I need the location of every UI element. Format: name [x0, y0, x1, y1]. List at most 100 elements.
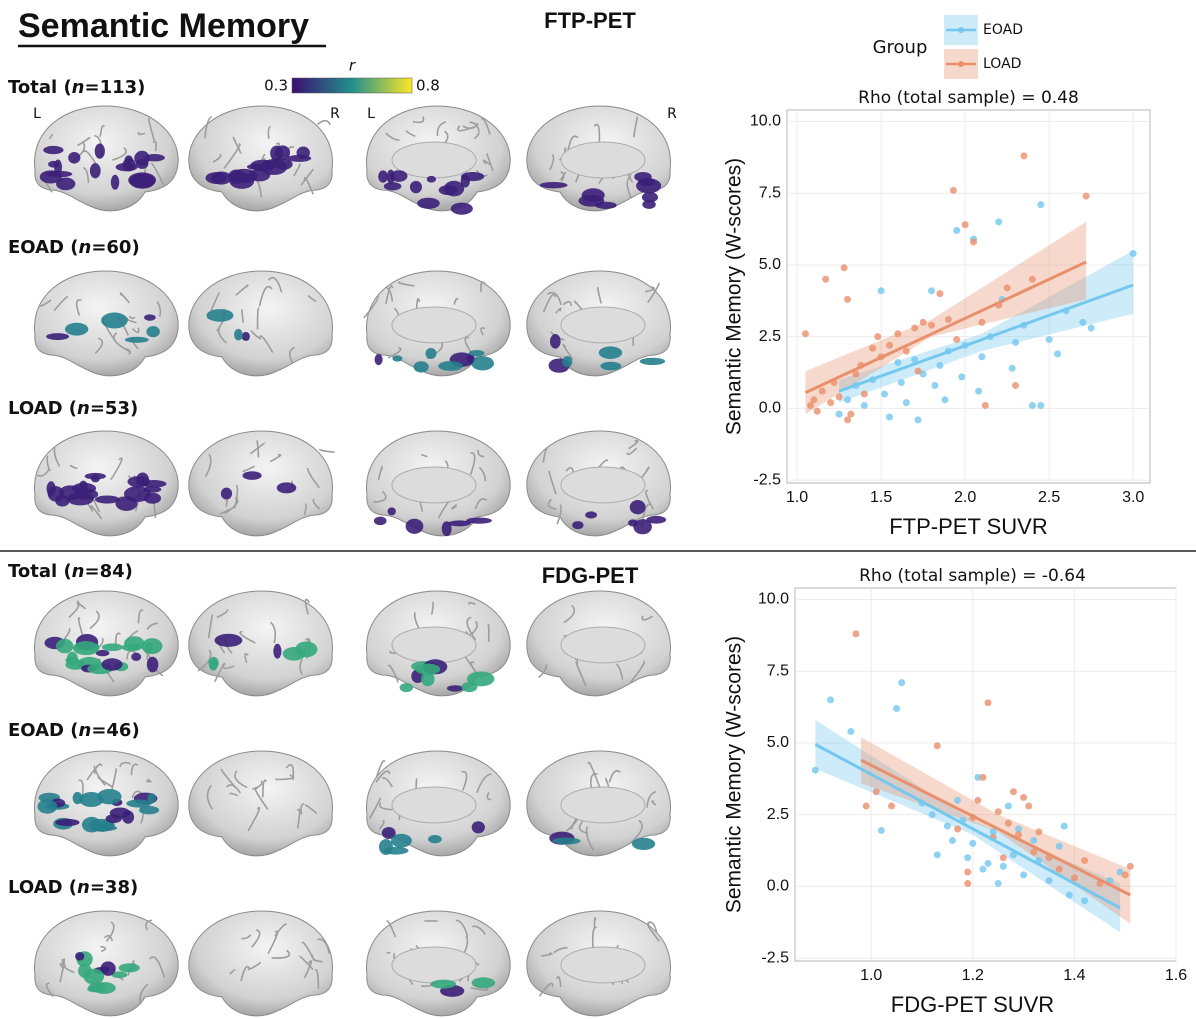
tracer-label: FDG-PET: [542, 563, 639, 588]
activation: [46, 171, 72, 177]
activation: [95, 144, 105, 159]
activation: [37, 799, 57, 813]
data-point: [978, 319, 985, 326]
activation: [383, 847, 408, 855]
data-point: [1009, 365, 1016, 372]
corpus-callosum: [392, 947, 476, 983]
chart-title: Rho (total sample) = -0.64: [859, 566, 1086, 586]
data-point: [995, 880, 1002, 887]
data-point: [953, 336, 960, 343]
data-point: [898, 379, 905, 386]
activation: [471, 356, 494, 370]
row-label-part: n: [78, 720, 91, 741]
data-point: [936, 362, 943, 369]
data-point: [836, 393, 843, 400]
activation: [642, 200, 655, 209]
row-label: EOAD (n=60): [8, 237, 140, 258]
x-tick-label: 3.0: [1122, 489, 1144, 506]
activation: [467, 671, 494, 686]
data-point: [915, 368, 922, 375]
corpus-callosum: [392, 787, 476, 823]
activation: [461, 172, 484, 181]
activation: [562, 356, 572, 367]
data-point: [836, 411, 843, 418]
brain: [367, 911, 511, 1016]
data-point: [847, 728, 854, 735]
activation: [585, 511, 597, 518]
activation: [600, 362, 621, 371]
activation: [250, 160, 275, 172]
x-tick-label: 1.5: [870, 489, 892, 506]
corpus-callosum: [561, 142, 645, 178]
activation: [400, 683, 414, 692]
data-point: [1010, 788, 1017, 795]
corpus-callosum: [561, 467, 645, 503]
data-point: [936, 290, 943, 297]
data-point: [802, 330, 809, 337]
x-tick-label: 1.0: [786, 489, 808, 506]
activation: [243, 471, 262, 480]
activation: [101, 312, 128, 328]
activation: [277, 482, 297, 493]
data-point: [1037, 201, 1044, 208]
brain: [364, 271, 510, 376]
data-point: [928, 322, 935, 329]
gyrus: [318, 121, 330, 125]
row-label-part: =38): [90, 877, 138, 898]
brain: [35, 106, 179, 211]
data-point: [810, 396, 817, 403]
row-label-part: n: [78, 237, 91, 258]
data-point: [814, 408, 821, 415]
x-axis-label: FTP-PET SUVR: [889, 514, 1048, 539]
data-point: [934, 851, 941, 858]
brain: [189, 106, 333, 211]
hemisphere-label: L: [33, 106, 41, 122]
brain: [189, 431, 335, 536]
activation: [146, 326, 160, 337]
data-point: [894, 330, 901, 337]
data-point: [893, 705, 900, 712]
activation: [143, 486, 161, 492]
activation: [448, 520, 470, 526]
data-point: [929, 811, 936, 818]
data-point: [941, 396, 948, 403]
activation: [469, 350, 484, 356]
activation: [406, 519, 424, 534]
activation: [56, 639, 73, 653]
data-point: [878, 827, 885, 834]
chart-title: Rho (total sample) = 0.48: [858, 88, 1079, 108]
data-point: [844, 296, 851, 303]
data-point: [964, 880, 971, 887]
activation: [123, 158, 136, 171]
activation: [417, 198, 440, 209]
data-point: [949, 837, 956, 844]
activation: [79, 792, 103, 807]
data-point: [1046, 877, 1053, 884]
brain: [527, 591, 671, 696]
data-point: [847, 411, 854, 418]
data-point: [1005, 820, 1012, 827]
gyrus: [594, 918, 595, 928]
activation: [43, 146, 63, 154]
tracer-label: FTP-PET: [544, 8, 636, 33]
activation: [206, 309, 233, 322]
data-point: [1083, 193, 1090, 200]
activation: [234, 329, 243, 341]
activation: [87, 986, 102, 993]
y-axis-label: Semantic Memory (W-scores): [723, 636, 746, 913]
activation: [111, 175, 119, 190]
row-label-part: EOAD (: [8, 720, 78, 741]
activation: [472, 821, 485, 833]
row-label-part: n: [72, 561, 85, 582]
activation: [273, 644, 281, 659]
brain: [189, 911, 333, 1016]
brain: [367, 751, 511, 856]
data-point: [1029, 276, 1036, 283]
activation: [242, 332, 250, 341]
activation: [211, 171, 232, 184]
legend-title: Group: [873, 37, 928, 58]
activation: [428, 835, 442, 843]
data-point: [822, 276, 829, 283]
activation: [73, 641, 99, 655]
activation: [640, 358, 665, 365]
